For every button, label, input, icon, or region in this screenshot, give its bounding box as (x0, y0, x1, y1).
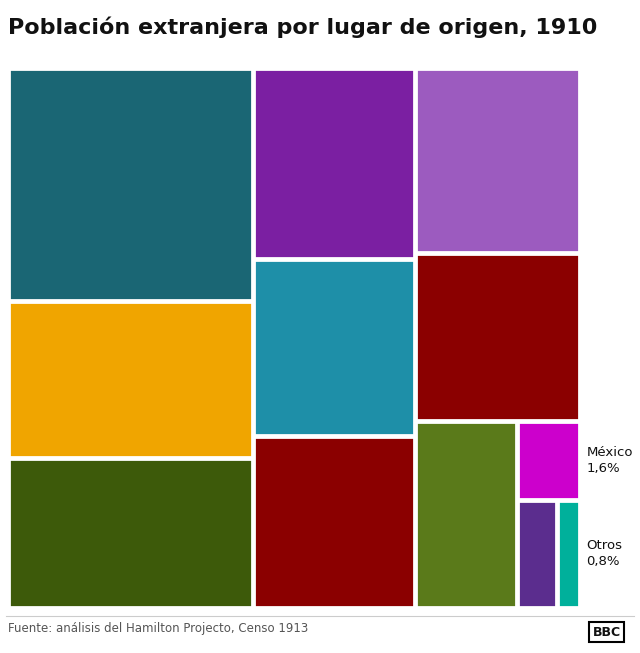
Text: Irlanda 10%: Irlanda 10% (262, 76, 345, 89)
Text: Escandinavia
9,3%: Escandinavia 9,3% (262, 266, 353, 298)
Text: Austria-Hungría 12,4%: Austria-Hungría 12,4% (17, 309, 174, 323)
Text: Otros
0,8%: Otros 0,8% (586, 539, 622, 568)
Text: Alemania 18,5%: Alemania 18,5% (17, 76, 131, 89)
Text: Reino Unido 9%: Reino Unido 9% (262, 444, 371, 458)
Text: Fuente: análisis del Hamilton Projecto, Censo 1913: Fuente: análisis del Hamilton Projecto, … (8, 622, 308, 635)
Text: Italia 9,9%: Italia 9,9% (423, 76, 497, 89)
Text: Asia 1,4%: Asia 1,4% (526, 507, 595, 521)
Text: Rusia 11,9%: Rusia 11,9% (17, 466, 102, 479)
Text: México
1,6%: México 1,6% (586, 446, 633, 475)
Text: Otros Europa
6,2%: Otros Europa 6,2% (423, 428, 514, 460)
Text: Población extranjera por lugar de origen, 1910: Población extranjera por lugar de origen… (8, 16, 598, 38)
Text: BBC: BBC (593, 626, 621, 639)
Text: Canadá 9%: Canadá 9% (423, 261, 503, 274)
